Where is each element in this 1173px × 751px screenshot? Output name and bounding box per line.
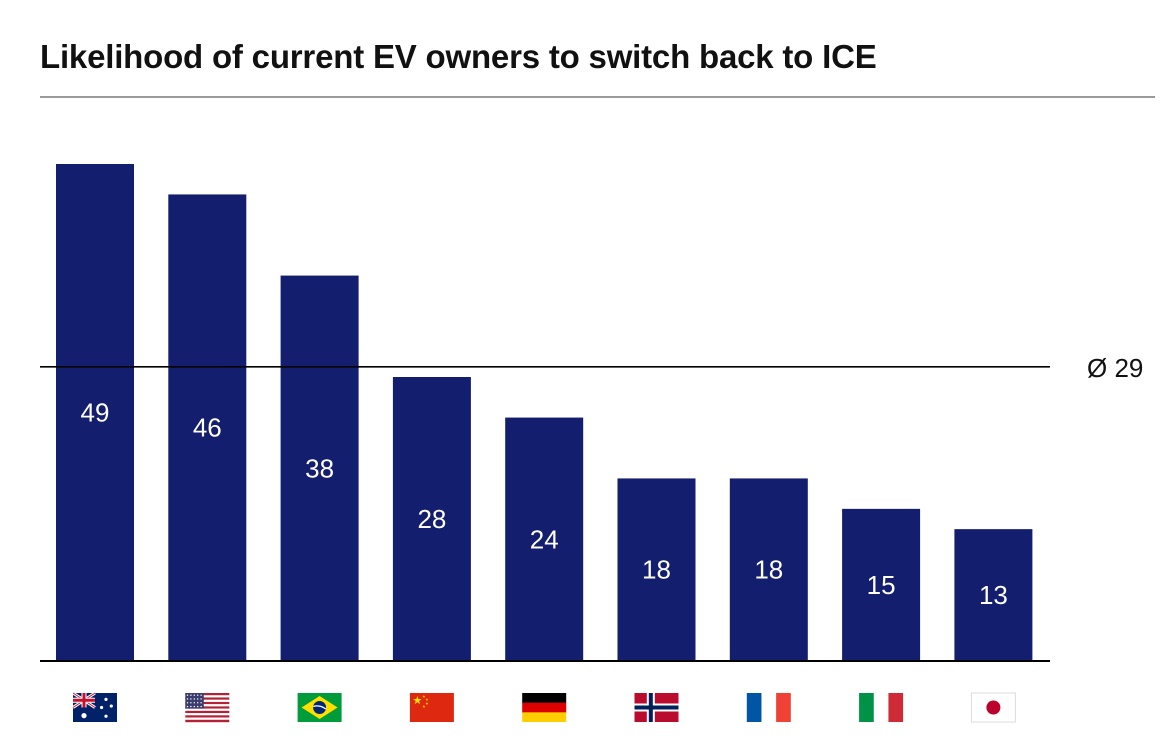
chart-title: Likelihood of current EV owners to switc… xyxy=(40,38,877,75)
bar-value-label: 18 xyxy=(754,555,783,585)
bar-value-label: 24 xyxy=(530,524,559,554)
average-label: Ø 29 xyxy=(1087,353,1143,383)
bar-value-label: 49 xyxy=(81,398,110,428)
bar-germany xyxy=(505,417,584,661)
bar-value-label: 46 xyxy=(193,413,222,443)
bar-united-states xyxy=(168,194,247,661)
bar-value-label: 18 xyxy=(642,555,671,585)
bar-italy xyxy=(842,508,921,661)
flags-group xyxy=(72,691,1016,723)
bar-value-label: 13 xyxy=(979,580,1008,610)
germany-flag-icon xyxy=(522,693,567,722)
bar-value-label: 15 xyxy=(867,570,896,600)
australia-flag-icon xyxy=(72,691,117,722)
norway-flag-icon xyxy=(634,693,679,722)
bar-australia xyxy=(56,164,134,661)
brazil-flag-icon xyxy=(297,693,342,722)
bar-japan xyxy=(954,529,1033,661)
bars-group: 49 46 38 28 24 18 18 15 13 xyxy=(56,164,1033,661)
bar-norway xyxy=(617,478,696,661)
france-flag-icon xyxy=(746,693,791,722)
title-divider xyxy=(40,96,1155,98)
japan-flag-icon xyxy=(970,692,1016,723)
bar-value-label: 38 xyxy=(305,453,334,483)
china-flag-icon xyxy=(409,693,454,722)
bar-china xyxy=(392,377,471,661)
italy-flag-icon xyxy=(859,693,904,722)
bar-brazil xyxy=(280,275,359,661)
united-states-flag-icon xyxy=(185,693,230,723)
bar-france xyxy=(729,478,808,661)
bar-value-label: 28 xyxy=(417,504,446,534)
